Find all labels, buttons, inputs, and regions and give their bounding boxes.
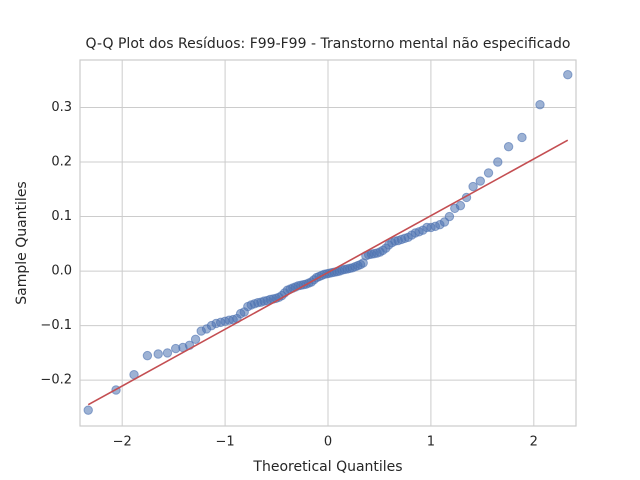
point <box>142 350 153 361</box>
x-tick-label: 2 <box>530 435 538 450</box>
point <box>563 70 573 80</box>
fit-line <box>87 139 569 406</box>
point <box>455 200 466 211</box>
point <box>535 100 545 110</box>
point <box>190 334 201 344</box>
x-axis-label: Theoretical Quantiles <box>252 459 402 475</box>
point <box>468 181 478 192</box>
y-tick-label: −0.1 <box>40 318 72 333</box>
point <box>493 157 503 167</box>
point <box>517 132 527 143</box>
point <box>83 405 93 415</box>
y-tick-label: 0.1 <box>51 209 72 224</box>
x-tick-label: −1 <box>216 435 235 450</box>
x-tick-label: 1 <box>427 435 435 450</box>
point <box>503 142 514 152</box>
plot-frame <box>79 59 577 427</box>
chart-title: Q-Q Plot dos Resíduos: F99-F99 - Transto… <box>86 36 571 52</box>
point <box>444 211 455 222</box>
point <box>153 349 163 359</box>
x-tick-label: −2 <box>113 435 132 450</box>
x-tick-label: 0 <box>324 435 332 450</box>
point <box>162 348 173 358</box>
point <box>475 176 485 186</box>
y-axis-label: Sample Quantiles <box>14 181 30 304</box>
y-tick-label: 0.2 <box>51 155 72 170</box>
y-tick-label: 0.3 <box>51 100 72 115</box>
y-tick-label: 0.0 <box>51 264 72 279</box>
point <box>483 168 494 178</box>
y-tick-label: −0.2 <box>40 373 72 388</box>
